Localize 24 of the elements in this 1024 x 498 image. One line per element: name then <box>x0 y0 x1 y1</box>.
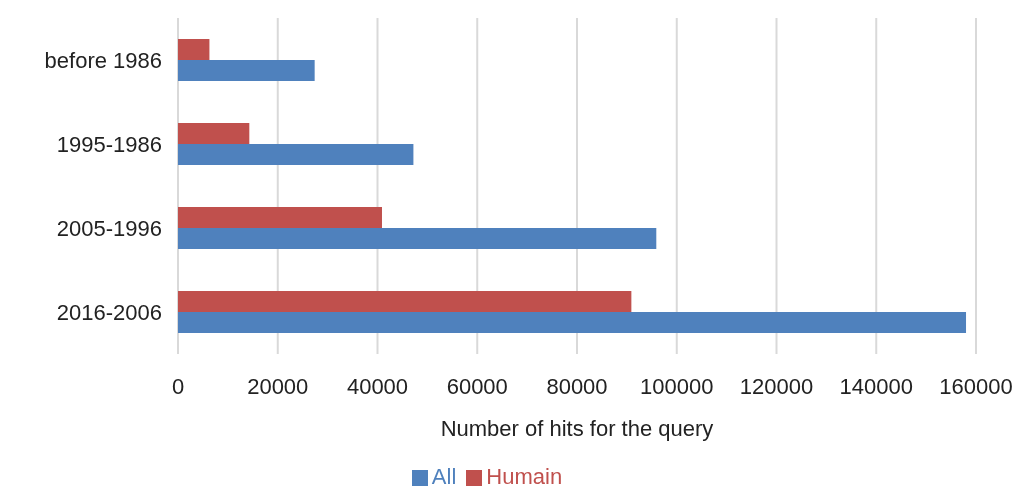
x-tick-label: 100000 <box>640 373 714 399</box>
y-tick-label: 2016-2006 <box>56 299 162 325</box>
x-axis-title: Number of hits for the query <box>440 416 714 441</box>
x-tick-label: 40000 <box>346 373 409 399</box>
legend-label: Humain <box>486 464 563 489</box>
bar <box>178 228 657 249</box>
y-tick-label: 1995-1986 <box>56 131 162 157</box>
y-tick-label: before 1986 <box>44 47 162 73</box>
x-tick-label: 140000 <box>839 373 913 399</box>
bar <box>178 291 632 312</box>
bar <box>178 144 414 165</box>
bar <box>178 207 382 228</box>
bar <box>178 39 210 60</box>
legend-label: All <box>431 464 457 489</box>
x-tick-label: 120000 <box>739 373 814 399</box>
bar <box>178 312 967 333</box>
bar <box>178 123 250 144</box>
x-tick-label: 160000 <box>939 373 1013 399</box>
x-tick-label: 60000 <box>446 373 508 399</box>
x-tick-label: 20000 <box>247 373 309 399</box>
y-tick-label: 2005-1996 <box>56 215 162 241</box>
x-tick-label: 80000 <box>546 373 608 399</box>
x-tick-label: 0 <box>171 373 185 399</box>
bar <box>178 60 315 81</box>
